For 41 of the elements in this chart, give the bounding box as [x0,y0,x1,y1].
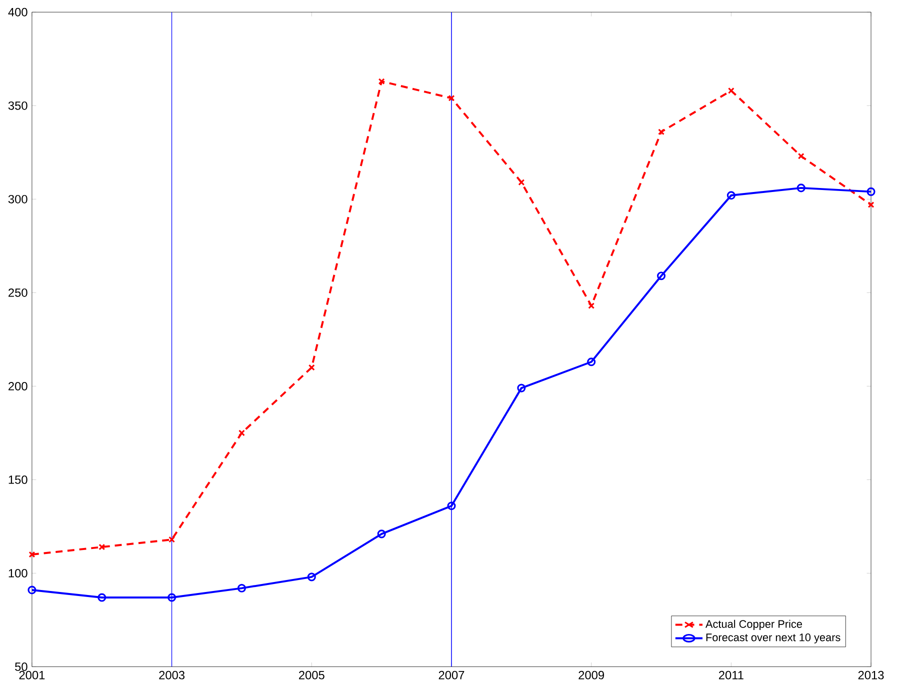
legend-label: Actual Copper Price [705,620,802,630]
point [378,78,385,84]
point [307,572,316,582]
y-tick-label: 250 [8,288,28,297]
x-tick-label: 2013 [858,670,884,680]
y-tick-label: 400 [8,8,28,16]
point [728,87,734,94]
y-tick-label: 100 [8,568,28,578]
point [237,584,246,592]
point [588,302,595,309]
point [656,271,666,280]
x-tick-label: 2005 [298,670,324,680]
point [448,94,455,102]
point [308,364,315,371]
point [98,544,106,550]
y-tick-label: 150 [8,475,28,484]
point [518,178,525,186]
point [868,201,874,208]
x-tick-label: 2007 [438,670,464,680]
y-tick-label: 350 [8,101,28,110]
point [98,593,106,602]
x-tick-label: 2003 [159,670,185,680]
x-tick-label: 2001 [19,670,45,680]
point [28,551,36,558]
point [517,384,526,392]
x-tick-label: 2009 [578,670,604,680]
point [168,536,176,543]
point [658,128,665,135]
point [726,191,736,200]
y-tick-label: 200 [8,382,28,390]
point [377,530,386,538]
point [238,430,245,436]
legend-label: Forecast over next 10 years [706,633,840,644]
point [587,357,596,366]
y-tick-label: 300 [8,194,28,204]
point [796,184,806,192]
y-tick-label: 50 [15,662,28,671]
x-tick-label: 2011 [718,670,744,680]
point [447,501,456,510]
point [168,593,176,602]
point [798,152,804,160]
